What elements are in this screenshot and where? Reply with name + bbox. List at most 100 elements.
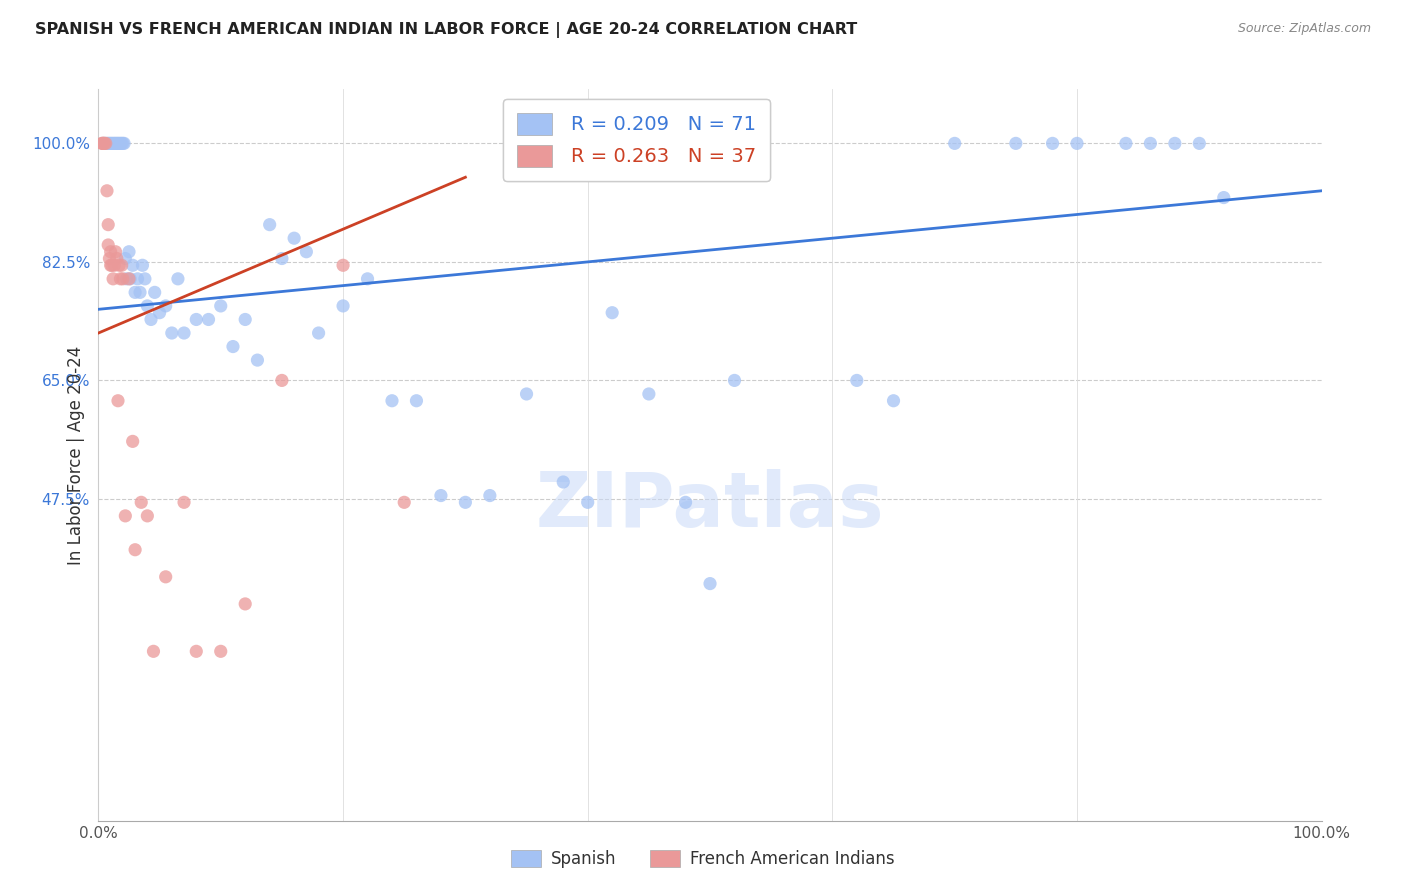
Point [107,393,129,408]
Text: SPANISH VS FRENCH AMERICAN INDIAN IN LABOR FORCE | AGE 20-24 CORRELATION CHART: SPANISH VS FRENCH AMERICAN INDIAN IN LAB… [35,22,858,38]
Point [1164,136,1187,151]
Point [100,136,122,151]
Point [356,272,378,286]
Point [118,244,141,259]
Point [120,272,142,286]
Point [97,218,120,232]
Point [699,576,721,591]
Point [97,136,120,151]
Point [124,285,146,300]
Point [943,136,966,151]
Point [129,285,152,300]
Point [308,326,330,340]
Point [114,252,136,266]
Point [332,299,354,313]
Point [136,508,159,523]
Point [392,495,416,509]
Point [100,258,122,272]
Point [104,244,127,259]
Point [110,272,132,286]
Point [845,373,868,387]
Point [98,136,121,151]
Point [96,184,118,198]
Point [121,258,143,272]
Point [93,136,115,151]
Point [723,373,745,387]
Point [108,258,131,272]
Point [405,393,427,408]
Point [91,136,114,151]
Point [115,272,138,286]
Point [91,136,114,151]
Point [430,489,453,503]
Point [101,136,124,151]
Point [91,136,114,151]
Point [149,306,172,320]
Point [105,252,128,266]
Point [675,495,697,509]
Point [104,136,127,151]
Point [883,393,905,408]
Point [111,136,134,151]
Point [100,244,122,259]
Point [209,299,232,313]
Point [127,272,149,286]
Point [111,136,134,151]
Point [553,475,575,489]
Point [600,306,623,320]
Text: ZIPatlas: ZIPatlas [536,469,884,543]
Point [91,136,114,151]
Point [105,136,128,151]
Point [478,489,501,503]
Point [114,508,136,523]
Point [233,312,256,326]
Point [139,312,162,326]
Point [124,542,146,557]
Point [1066,136,1088,151]
Point [209,644,232,658]
Point [1139,136,1161,151]
Point [186,644,208,658]
Point [222,340,245,354]
Point [134,272,156,286]
Point [111,258,134,272]
Point [1042,136,1064,151]
Point [94,136,117,151]
Point [129,495,152,509]
Point [295,244,318,259]
Point [155,299,177,313]
Point [638,387,661,401]
Point [155,570,177,584]
Point [97,238,120,252]
Point [98,252,121,266]
Point [381,393,404,408]
Point [107,136,129,151]
Point [332,258,354,272]
Point [121,434,143,449]
Point [1115,136,1137,151]
Point [103,136,125,151]
Point [108,136,131,151]
Point [186,312,208,326]
Point [259,218,281,232]
Point [454,495,477,509]
Point [103,258,125,272]
Point [96,136,118,151]
Text: Source: ZipAtlas.com: Source: ZipAtlas.com [1237,22,1371,36]
Point [111,272,134,286]
Point [142,644,165,658]
Point [101,136,124,151]
Point [131,258,153,272]
Point [197,312,219,326]
Point [1004,136,1026,151]
Point [101,272,124,286]
Point [143,285,166,300]
Point [283,231,305,245]
Point [246,353,269,368]
Point [93,136,115,151]
Point [173,495,195,509]
Point [167,272,190,286]
Point [118,272,141,286]
Point [1212,190,1234,204]
Point [173,326,195,340]
